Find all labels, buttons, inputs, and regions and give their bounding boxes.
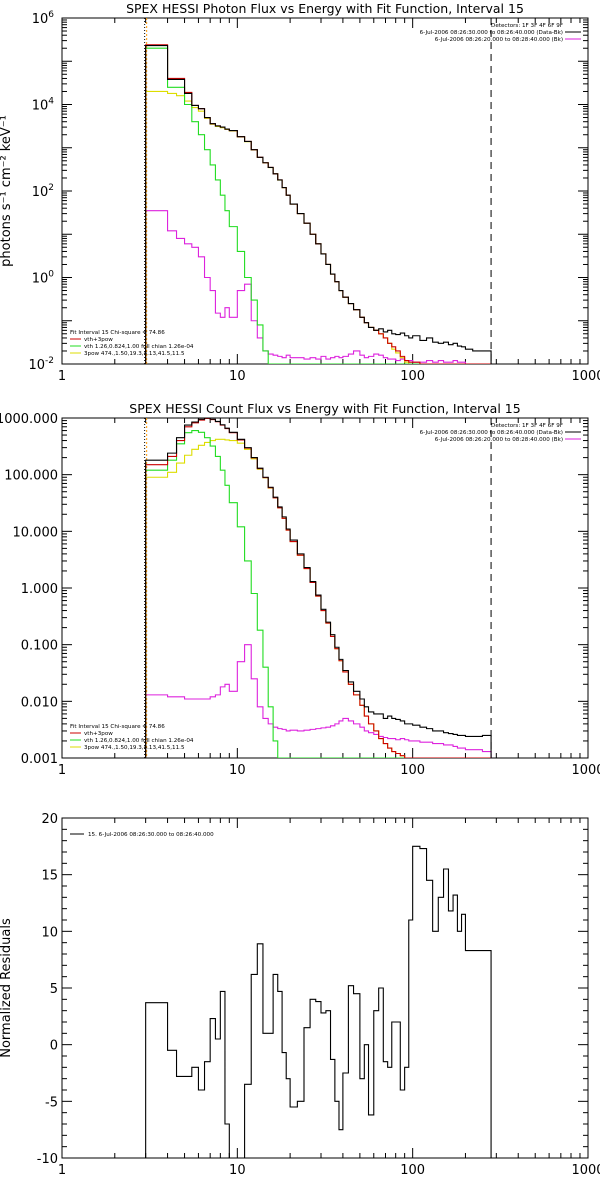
legend-left-text: Fit Interval 15 Chi-square = 74.86: [70, 330, 165, 336]
series-background: [145, 644, 492, 758]
y-tick-exponent: -2: [45, 356, 54, 366]
legend-right-text: 6-Jul-2006 08:26:30.000 to 08:26:40.000 …: [420, 430, 563, 436]
x-tick-label: 1: [58, 1163, 66, 1178]
x-tick-label: 10: [229, 763, 246, 778]
series-total: [145, 418, 492, 758]
series-thermal: [145, 47, 492, 364]
legend-left-text: vth+3pow: [84, 731, 113, 737]
legend-left-text: vth 1.26,0.824,1.00 full chian 1.26e-04: [84, 344, 194, 350]
x-tick-label: 1000: [571, 763, 600, 778]
y-tick-label: 0: [50, 1039, 58, 1054]
y-tick-label: 0.001: [21, 752, 58, 767]
x-tick-label: 1: [58, 763, 66, 778]
legend-right-text: Detectors: 1F 3F 4F 6F 9F: [491, 23, 563, 29]
y-tick-exponent: 6: [48, 10, 54, 20]
x-tick-label: 1: [58, 369, 66, 384]
legend-right-text: 6-Jul-2006 08:26:20.000 to 08:28:40.000 …: [435, 37, 563, 43]
y-tick-label: 15: [41, 869, 58, 884]
legend-left-text: Fit Interval 15 Chi-square = 74.86: [70, 724, 165, 730]
y-tick-label: 5: [50, 982, 58, 997]
x-tick-label: 100: [400, 369, 425, 384]
y-axis-label: Normalized Residuals: [0, 918, 14, 1058]
legend-right-text: Detectors: 1F 3F 4F 6F 9F: [491, 423, 563, 429]
x-tick-label: 100: [400, 1163, 425, 1178]
series-thermal: [145, 430, 492, 758]
plot-frame: [61, 417, 589, 759]
y-tick-label: 106: [32, 10, 55, 27]
legend-left-text: vth+3pow: [84, 337, 113, 343]
x-tick-label: 1000: [571, 369, 600, 384]
y-tick-label: -5: [45, 1095, 58, 1110]
y-tick-label: 1000.000: [0, 412, 58, 427]
series-data: [145, 45, 492, 364]
series-data: [145, 845, 492, 1158]
y-tick-label: 100: [32, 270, 55, 287]
legend-right-text: 6-Jul-2006 08:26:30.000 to 08:26:40.000 …: [420, 30, 563, 36]
y-tick-label: 0.100: [21, 639, 58, 654]
y-tick-label: 1.000: [21, 582, 58, 597]
y-tick-label: -10: [37, 1152, 58, 1167]
y-axis-label: photons s⁻¹ cm⁻² keV⁻¹: [0, 115, 14, 267]
residuals-panel: 1 10 100 1000 -10 -5 0 5 10 15 20 Normalized Residu…: [0, 812, 600, 1178]
x-tick-label: 1000: [571, 1163, 600, 1178]
y-tick-label: 10-2: [28, 356, 54, 373]
count-flux-panel: SPEX HESSI Count Flux vs Energy with Fit…: [0, 401, 600, 778]
plot-frame: [61, 817, 589, 1159]
y-tick-base: 10: [32, 272, 49, 287]
y-tick-exponent: 2: [48, 183, 54, 193]
series-data: [145, 418, 492, 758]
y-tick-exponent: 4: [48, 97, 54, 107]
plot-frame: [61, 17, 589, 365]
legend-left-text: 3pow 474.,1.50,19.3,4.13,41.5,11.5: [84, 351, 185, 357]
y-tick-label: 10: [41, 925, 58, 940]
chart-title: SPEX HESSI Photon Flux vs Energy with Fi…: [126, 1, 524, 16]
y-tick-label: 102: [32, 183, 54, 200]
y-tick-label: 20: [41, 812, 58, 827]
y-tick-label: 100.000: [4, 469, 58, 484]
legend-right-text: 6-Jul-2006 08:26:20.000 to 08:28:40.000 …: [435, 437, 563, 443]
x-tick-label: 100: [400, 763, 425, 778]
y-tick-label: 10.000: [13, 525, 59, 540]
legend-left-text: vth 1.26,0.824,1.00 full chian 1.26e-04: [84, 738, 194, 744]
y-tick-label: 0.010: [21, 695, 58, 710]
y-tick-base: 10: [32, 12, 49, 27]
series-powerlaw: [145, 438, 492, 758]
chart-title: SPEX HESSI Count Flux vs Energy with Fit…: [129, 401, 520, 416]
series-powerlaw: [145, 90, 492, 364]
y-tick-base: 10: [28, 358, 45, 373]
series-background: [145, 210, 492, 364]
legend-left-text: 15. 6-Jul-2006 08:26:30.000 to 08:26:40.…: [88, 832, 214, 838]
x-tick-label: 10: [229, 369, 246, 384]
series-total: [145, 44, 492, 364]
y-tick-exponent: 0: [48, 270, 54, 280]
y-tick-label: 104: [32, 97, 55, 114]
legend-left-text: 3pow 474.,1.50,19.3,4.13,41.5,11.5: [84, 745, 185, 751]
y-tick-base: 10: [32, 99, 49, 114]
y-tick-base: 10: [32, 185, 49, 200]
x-tick-label: 10: [229, 1163, 246, 1178]
photon-flux-panel: SPEX HESSI Photon Flux vs Energy with Fi…: [0, 1, 600, 384]
